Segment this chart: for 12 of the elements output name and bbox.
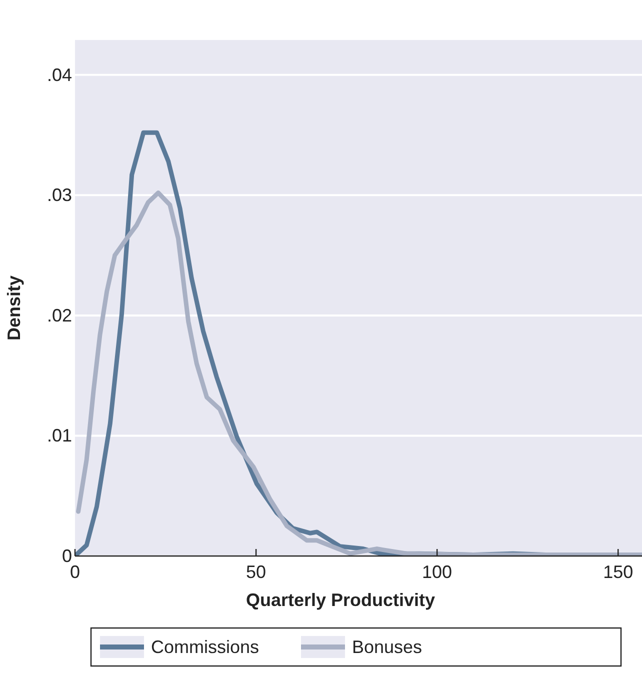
legend-label: Commissions [151,637,260,657]
x-tick-label: 50 [246,562,266,582]
y-tick-label: .01 [46,426,72,446]
x-tick-label: 100 [422,562,452,582]
y-axis-title: Density [4,275,24,341]
y-tick-label: .03 [46,185,72,206]
x-tick-label: 150 [603,562,634,582]
legend-label: Bonuses [352,637,422,657]
y-tick-label: 0 [62,546,72,566]
y-tick-label: .04 [46,64,72,85]
x-axis-title: Quarterly Productivity [246,590,436,610]
y-tick-label: .02 [46,305,72,326]
